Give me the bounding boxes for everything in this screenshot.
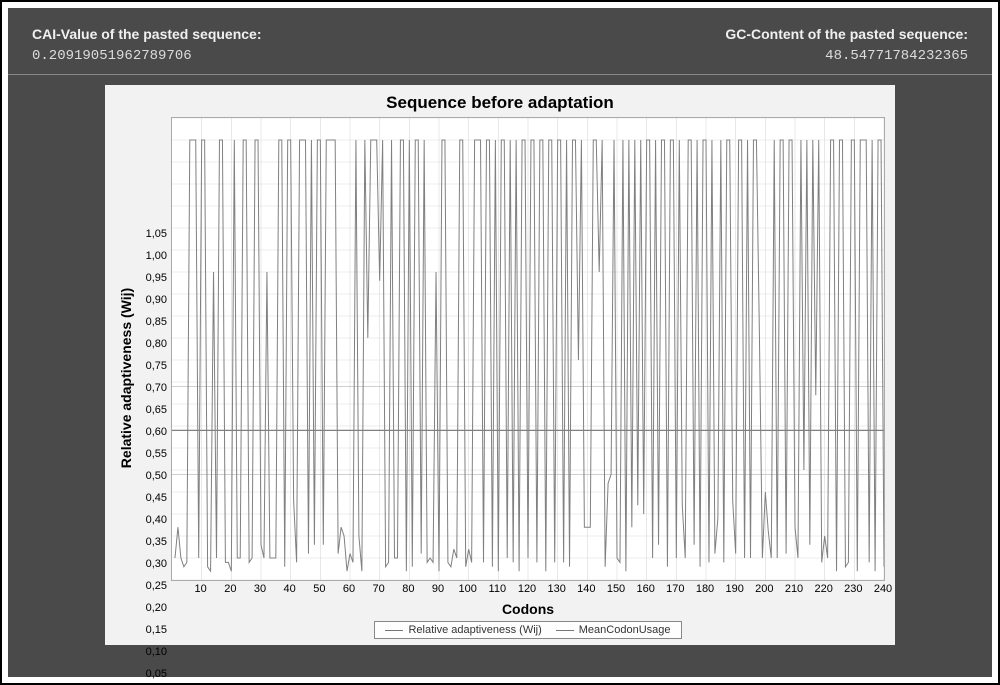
y-tick-label: 0,40 <box>146 514 167 526</box>
y-tick-label: 0,60 <box>146 426 167 438</box>
cai-value: 0.20919051962789706 <box>32 48 262 64</box>
y-tick-label: 0,25 <box>146 580 167 592</box>
y-tick-label: 0,05 <box>146 668 167 680</box>
x-tick-label: 220 <box>814 583 832 595</box>
x-tick-label: 20 <box>224 583 236 595</box>
chart-container: Sequence before adaptation Relative adap… <box>8 75 992 677</box>
y-tick-label: 0,35 <box>146 536 167 548</box>
main-panel: CAI-Value of the pasted sequence: 0.2091… <box>8 8 992 677</box>
legend-row: Relative adaptiveness (Wij) MeanCodonUsa… <box>171 617 885 639</box>
y-tick-label: 0,85 <box>146 316 167 328</box>
plot-svg <box>172 118 884 580</box>
x-tick-label: 120 <box>518 583 536 595</box>
plot-area <box>171 117 885 581</box>
x-tick-label: 10 <box>195 583 207 595</box>
x-tick-label: 90 <box>432 583 444 595</box>
x-tick-label: 190 <box>725 583 743 595</box>
y-tick-label: 0,95 <box>146 272 167 284</box>
y-tick-label: 0,90 <box>146 294 167 306</box>
x-tick-label: 200 <box>755 583 773 595</box>
x-tick-label: 60 <box>343 583 355 595</box>
x-tick-label: 140 <box>577 583 595 595</box>
legend-box: Relative adaptiveness (Wij) MeanCodonUsa… <box>374 621 681 639</box>
plot-row: Relative adaptiveness (Wij) 0,000,050,10… <box>115 117 885 639</box>
y-tick-label: 0,20 <box>146 602 167 614</box>
x-tick-label: 160 <box>636 583 654 595</box>
x-ticks: 10 20 30 40 50 60 70 80 90 100 110 120 130 140 150 160 1… <box>171 581 885 599</box>
y-tick-label: 1,05 <box>146 228 167 240</box>
plot-cell: 10 20 30 40 50 60 70 80 90 100 110 120 130 140 150 160 1… <box>171 117 885 639</box>
y-axis-label: Relative adaptiveness (Wij) <box>118 288 134 468</box>
x-tick-label: 50 <box>313 583 325 595</box>
x-tick-label: 70 <box>373 583 385 595</box>
y-ticks: 0,000,050,100,150,200,250,300,350,400,45… <box>137 117 171 639</box>
outer-frame: CAI-Value of the pasted sequence: 0.2091… <box>0 0 1000 685</box>
cai-label: CAI-Value of the pasted sequence: <box>32 26 262 42</box>
y-tick-label: 0,10 <box>146 646 167 658</box>
cai-block: CAI-Value of the pasted sequence: 0.2091… <box>32 26 262 64</box>
header-bar: CAI-Value of the pasted sequence: 0.2091… <box>8 8 992 75</box>
y-tick-label: 0,80 <box>146 338 167 350</box>
x-tick-label: 230 <box>844 583 862 595</box>
x-tick-label: 170 <box>666 583 684 595</box>
x-tick-label: 240 <box>874 583 892 595</box>
x-tick-label: 210 <box>785 583 803 595</box>
y-tick-label: 0,70 <box>146 382 167 394</box>
legend-swatch-icon <box>556 630 574 631</box>
x-tick-label: 30 <box>254 583 266 595</box>
x-axis-label: Codons <box>171 599 885 617</box>
gc-label: GC-Content of the pasted sequence: <box>725 26 968 42</box>
y-tick-label: 0,15 <box>146 624 167 636</box>
legend-label-mean: MeanCodonUsage <box>579 624 671 636</box>
chart-card: Sequence before adaptation Relative adap… <box>105 85 895 645</box>
ylabel-cell: Relative adaptiveness (Wij) <box>115 117 137 639</box>
legend-item-series: Relative adaptiveness (Wij) <box>385 624 541 636</box>
y-tick-label: 0,30 <box>146 558 167 570</box>
gc-value: 48.54771784232365 <box>825 48 968 64</box>
x-tick-label: 150 <box>607 583 625 595</box>
legend-swatch-icon <box>385 630 403 631</box>
gc-block: GC-Content of the pasted sequence: 48.54… <box>725 26 968 64</box>
y-tick-label: 1,00 <box>146 250 167 262</box>
y-tick-label: 0,75 <box>146 360 167 372</box>
x-tick-label: 40 <box>284 583 296 595</box>
x-tick-label: 80 <box>402 583 414 595</box>
y-tick-label: 0,50 <box>146 470 167 482</box>
x-tick-label: 110 <box>489 583 507 595</box>
y-tick-label: 0,55 <box>146 448 167 460</box>
x-tick-label: 100 <box>458 583 476 595</box>
legend-label-series: Relative adaptiveness (Wij) <box>408 624 541 636</box>
legend-item-mean: MeanCodonUsage <box>556 624 671 636</box>
x-tick-label: 130 <box>547 583 565 595</box>
chart-title: Sequence before adaptation <box>115 91 885 117</box>
y-tick-label: 0,45 <box>146 492 167 504</box>
y-tick-label: 0,65 <box>146 404 167 416</box>
x-tick-label: 180 <box>696 583 714 595</box>
